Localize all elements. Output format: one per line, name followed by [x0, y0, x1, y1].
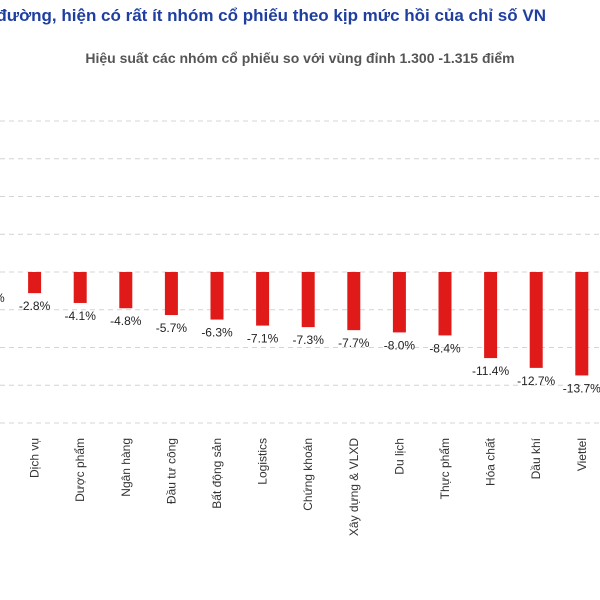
bar [347, 272, 361, 331]
data-label: -2.8% [19, 299, 51, 313]
data-label: -7.7% [338, 336, 370, 350]
data-label: -4.1% [65, 309, 97, 323]
category-tick-label: Dầu khí [529, 437, 543, 479]
category-tick-label: Du lịch [392, 438, 406, 475]
data-label: -13.7% [563, 381, 600, 395]
category-tick-label: Chứng khoán [301, 438, 315, 511]
bar [28, 272, 42, 294]
category-tick-label: Thực phẩm [438, 438, 452, 499]
data-label: -8.0% [384, 338, 416, 352]
chart-title: Hiệu suất các nhóm cổ phiếu so với vùng … [85, 50, 515, 66]
data-label: -8.4% [429, 341, 461, 355]
bar [73, 272, 87, 303]
bar [210, 272, 224, 320]
data-label: -7.3% [293, 333, 325, 347]
bar [301, 272, 315, 328]
category-tick-label: Dịch vụ [28, 438, 42, 478]
article-headline: t đường, hiện có rất ít nhóm cổ phiếu th… [0, 6, 546, 25]
data-label: -1.7% [0, 291, 5, 305]
bar [438, 272, 452, 336]
bar [392, 272, 406, 333]
bar [256, 272, 270, 326]
category-tick-label: Logistics [256, 438, 270, 485]
bar [119, 272, 133, 309]
bar [529, 272, 543, 368]
category-tick-label: Hóa chất [484, 437, 498, 486]
data-label: -12.7% [517, 374, 555, 388]
category-tick-label: Dược phẩm [73, 438, 87, 502]
bar [575, 272, 589, 376]
category-tick-label: Ngân hàng [119, 438, 133, 497]
data-label: -7.1% [247, 332, 279, 346]
data-label: -4.8% [110, 314, 142, 328]
category-tick-label: Xây dựng & VLXD [347, 438, 361, 536]
category-tick-label: Viettel [575, 438, 589, 471]
bar [164, 272, 178, 316]
data-label: -5.7% [156, 321, 188, 335]
data-label: -6.3% [201, 326, 233, 340]
category-tick-label: Bất động sản [210, 438, 224, 509]
data-label: -11.4% [472, 364, 509, 378]
bar [484, 272, 498, 359]
category-tick-label: Đầu tư công [164, 438, 178, 504]
